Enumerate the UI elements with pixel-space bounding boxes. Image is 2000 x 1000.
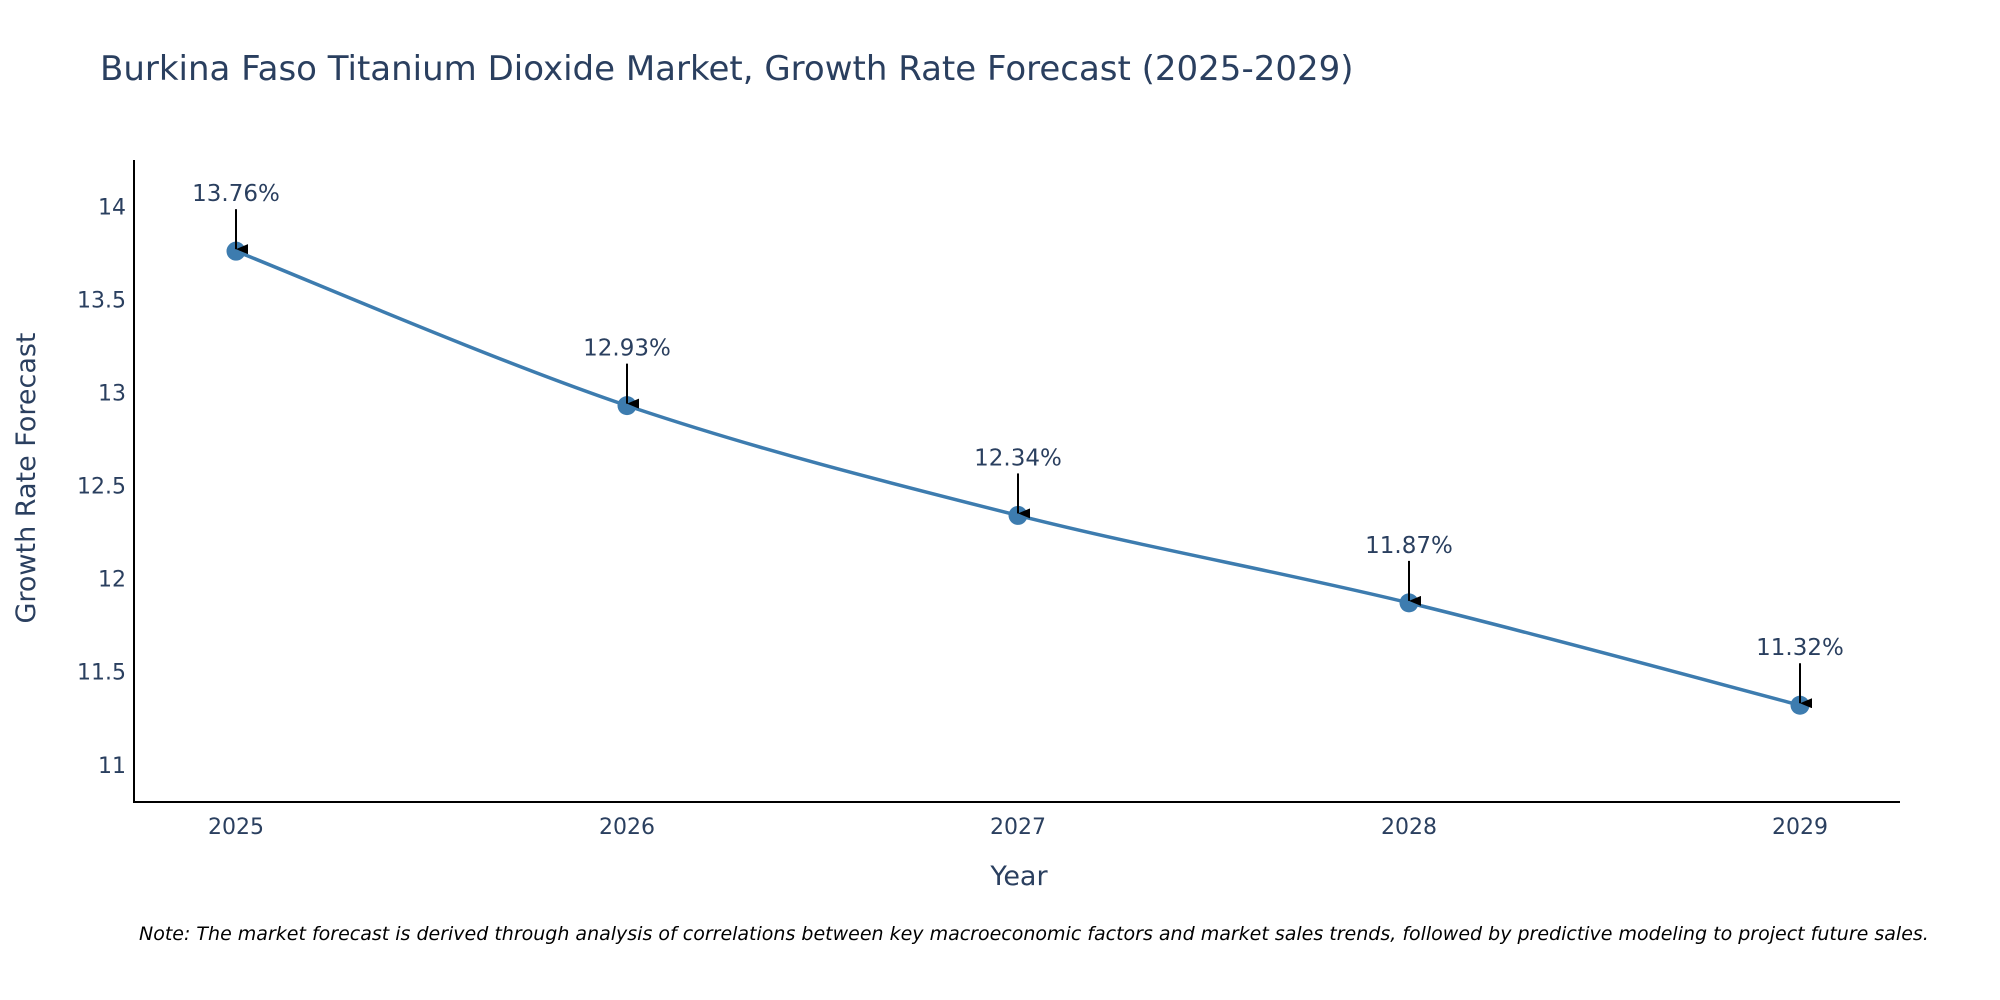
x-axis-ticks: 2025 2026 2027 2028 2029 [208,815,1828,840]
chart-title: Burkina Faso Titanium Dioxide Market, Gr… [100,49,1354,89]
data-label: 11.87% [1365,533,1453,559]
x-tick-label: 2029 [1772,815,1828,840]
forecast-note: Note: The market forecast is derived thr… [139,923,1929,945]
y-tick-label: 12 [98,568,126,593]
x-tick-label: 2027 [990,815,1046,840]
x-tick-label: 2026 [599,815,655,840]
y-tick-label: 11.5 [77,661,126,686]
data-label: 13.76% [192,181,280,207]
y-tick-label: 12.5 [77,475,126,500]
y-axis-title: Growth Rate Forecast [11,332,42,623]
y-tick-label: 11 [98,754,126,779]
y-axis-ticks: 11 11.5 12 12.5 13 13.5 14 [77,196,126,779]
y-tick-label: 14 [98,196,126,221]
data-label: 12.93% [583,336,671,362]
y-tick-label: 13 [98,382,126,407]
x-tick-label: 2028 [1381,815,1437,840]
x-axis-title: Year [989,861,1048,892]
data-label: 11.32% [1756,635,1844,661]
y-tick-label: 13.5 [77,289,126,314]
x-tick-label: 2025 [208,815,264,840]
data-annotations: 13.76% 12.93% 12.34% 11.87% 11.32% [192,181,1844,709]
data-label: 12.34% [974,445,1062,471]
